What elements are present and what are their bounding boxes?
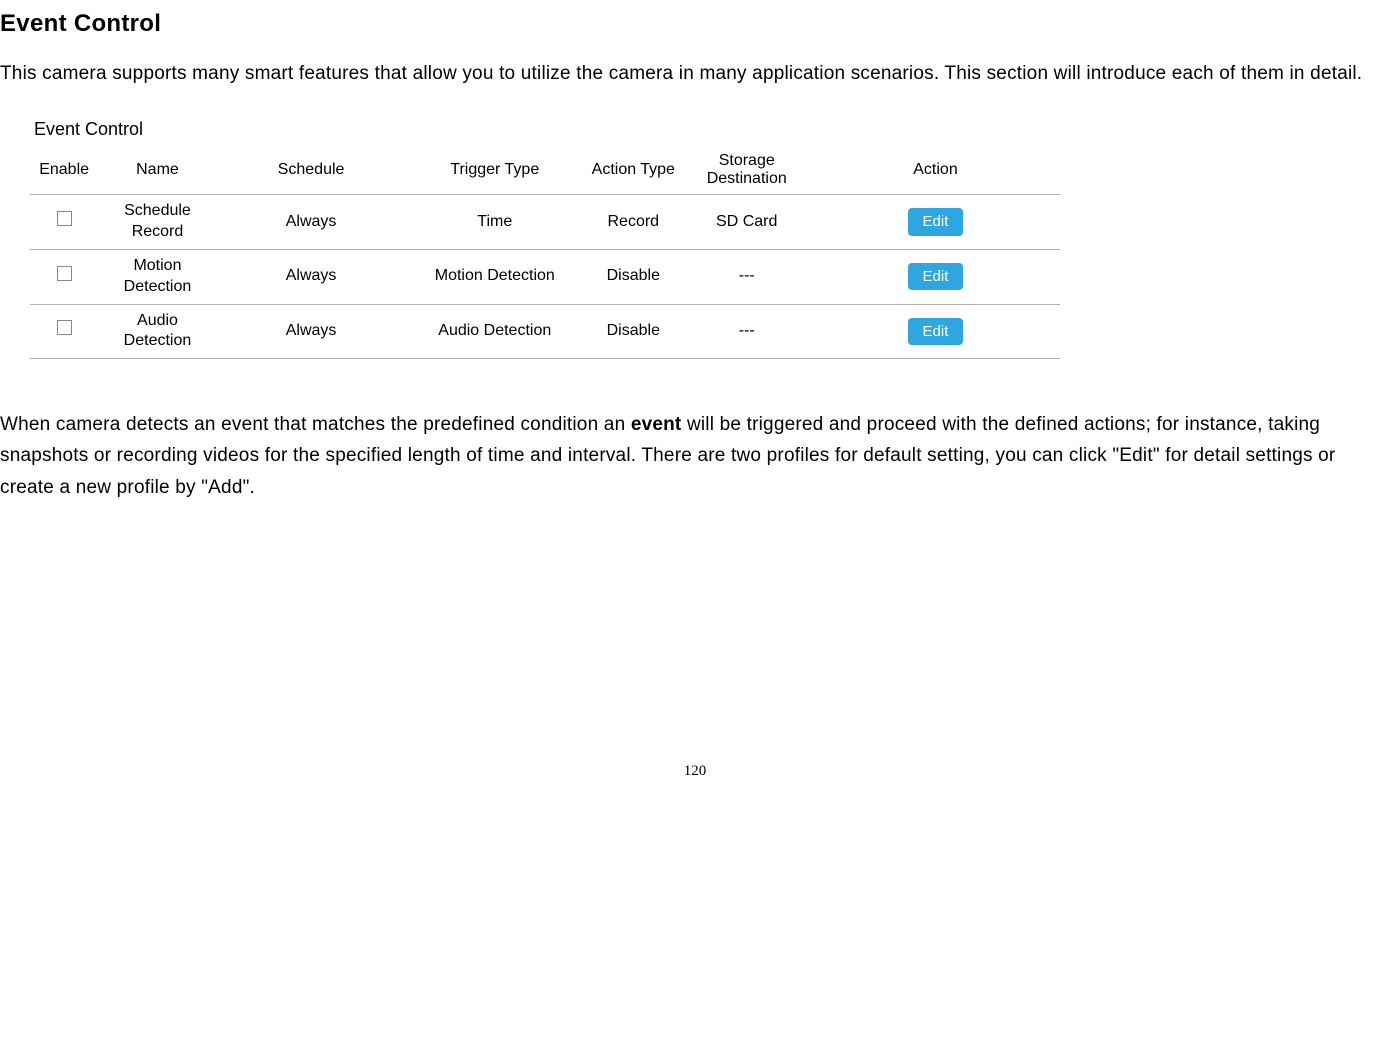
- edit-button[interactable]: Edit: [908, 263, 964, 291]
- table-title: Event Control: [34, 119, 1390, 140]
- table-row: Motion Detection Always Motion Detection…: [30, 249, 1060, 304]
- cell-name: Audio Detection: [98, 304, 216, 359]
- col-header-enable: Enable: [30, 146, 98, 195]
- col-header-storage: Storage Destination: [682, 146, 810, 195]
- cell-action-type: Disable: [584, 249, 682, 304]
- cell-storage: ---: [682, 304, 810, 359]
- enable-checkbox[interactable]: [57, 320, 72, 335]
- cell-name: Motion Detection: [98, 249, 216, 304]
- event-control-table-wrap: Event Control Enable Name Schedule Trigg…: [30, 119, 1390, 359]
- page-title: Event Control: [0, 10, 1390, 38]
- col-header-action: Action: [811, 146, 1060, 195]
- cell-schedule: Always: [217, 249, 406, 304]
- enable-checkbox[interactable]: [57, 266, 72, 281]
- body-text-bold: event: [631, 414, 682, 435]
- page-number: 120: [0, 763, 1390, 790]
- cell-schedule: Always: [217, 195, 406, 250]
- table-header-row: Enable Name Schedule Trigger Type Action…: [30, 146, 1060, 195]
- col-header-trigger: Trigger Type: [405, 146, 584, 195]
- body-paragraph: When camera detects an event that matche…: [0, 409, 1390, 503]
- table-row: Schedule Record Always Time Record SD Ca…: [30, 195, 1060, 250]
- cell-trigger: Motion Detection: [405, 249, 584, 304]
- cell-trigger: Audio Detection: [405, 304, 584, 359]
- enable-checkbox[interactable]: [57, 211, 72, 226]
- cell-trigger: Time: [405, 195, 584, 250]
- cell-name: Schedule Record: [98, 195, 216, 250]
- event-control-table: Enable Name Schedule Trigger Type Action…: [30, 146, 1060, 359]
- table-row: Audio Detection Always Audio Detection D…: [30, 304, 1060, 359]
- col-header-schedule: Schedule: [217, 146, 406, 195]
- intro-paragraph: This camera supports many smart features…: [0, 58, 1390, 89]
- cell-action-type: Disable: [584, 304, 682, 359]
- cell-storage: ---: [682, 249, 810, 304]
- cell-action-type: Record: [584, 195, 682, 250]
- cell-schedule: Always: [217, 304, 406, 359]
- col-header-action-type: Action Type: [584, 146, 682, 195]
- cell-storage: SD Card: [682, 195, 810, 250]
- body-text-1: When camera detects an event that matche…: [0, 414, 631, 435]
- edit-button[interactable]: Edit: [908, 318, 964, 346]
- edit-button[interactable]: Edit: [908, 208, 964, 236]
- col-header-name: Name: [98, 146, 216, 195]
